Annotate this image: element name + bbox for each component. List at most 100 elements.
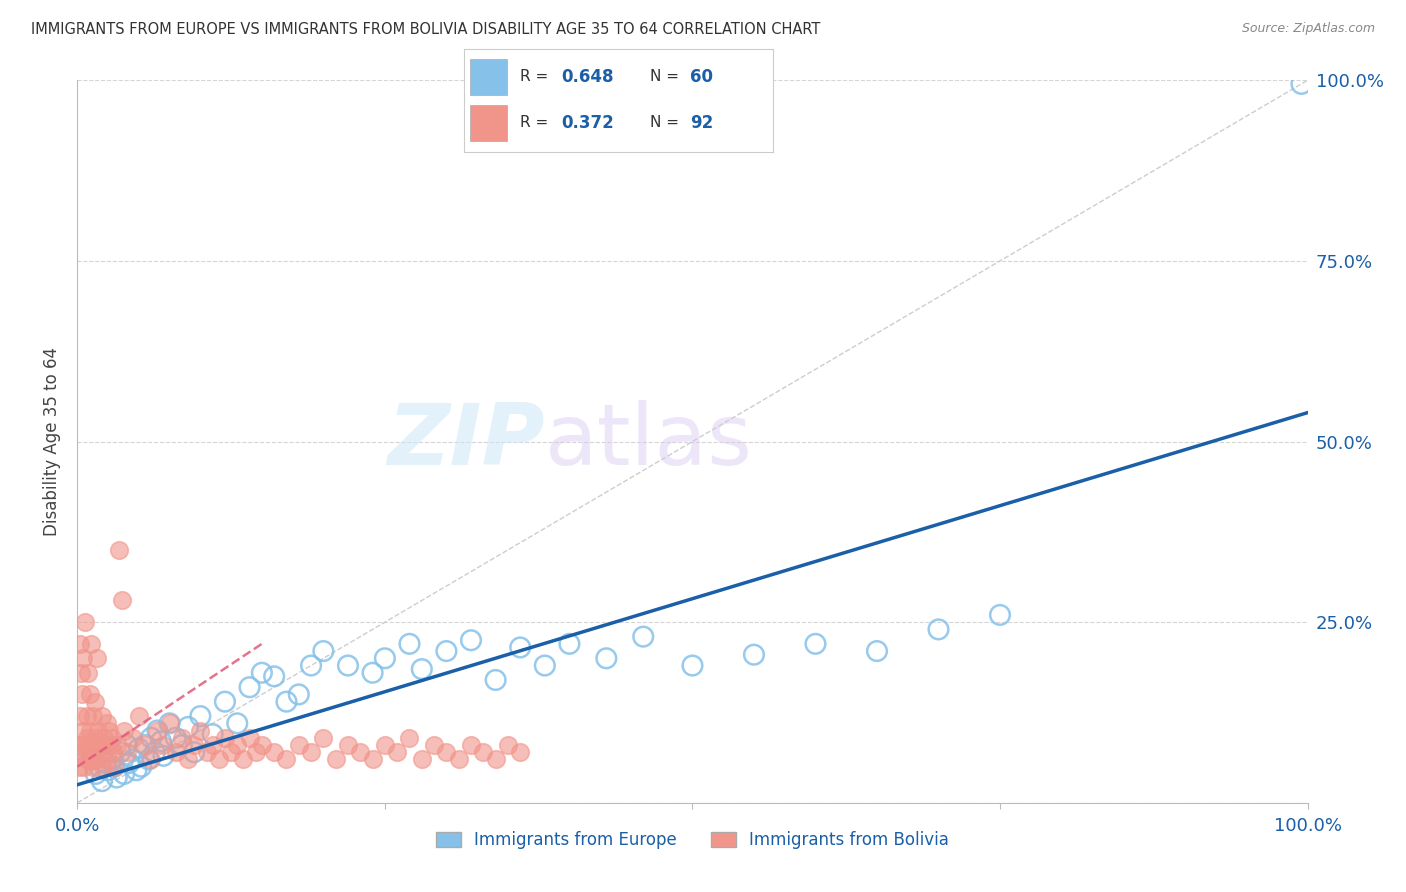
Point bbox=[485, 752, 508, 766]
Point bbox=[101, 745, 124, 759]
Point bbox=[337, 658, 360, 673]
Point bbox=[682, 658, 704, 673]
Point bbox=[250, 738, 273, 752]
Point bbox=[472, 745, 495, 759]
Point bbox=[67, 760, 90, 774]
Point bbox=[82, 760, 104, 774]
Point bbox=[398, 731, 420, 745]
Point bbox=[1291, 77, 1313, 91]
Text: ZIP: ZIP bbox=[387, 400, 546, 483]
Point bbox=[411, 752, 433, 766]
Point bbox=[188, 723, 212, 738]
Point bbox=[208, 752, 231, 766]
Point bbox=[201, 738, 224, 752]
Point bbox=[485, 673, 508, 687]
Point bbox=[112, 767, 135, 781]
Point bbox=[76, 731, 98, 745]
Point bbox=[89, 738, 111, 752]
Point bbox=[97, 764, 120, 778]
Point bbox=[128, 741, 150, 756]
Point bbox=[460, 633, 482, 648]
Point bbox=[152, 738, 174, 752]
Point bbox=[143, 745, 166, 759]
Point bbox=[141, 752, 163, 766]
Point bbox=[276, 752, 298, 766]
Point bbox=[183, 745, 205, 759]
Point bbox=[82, 738, 104, 752]
Point bbox=[80, 637, 103, 651]
Point bbox=[111, 593, 132, 607]
Point bbox=[103, 760, 125, 774]
Point bbox=[263, 669, 285, 683]
Point bbox=[75, 752, 97, 766]
Point bbox=[101, 752, 124, 766]
Point bbox=[496, 738, 519, 752]
Point bbox=[115, 745, 138, 759]
Point bbox=[159, 716, 181, 731]
Point bbox=[84, 752, 107, 766]
Point bbox=[226, 716, 249, 731]
Point bbox=[312, 731, 335, 745]
Point bbox=[436, 745, 458, 759]
Point bbox=[239, 731, 262, 745]
Point bbox=[72, 651, 94, 665]
Point bbox=[928, 623, 950, 637]
Point bbox=[165, 745, 187, 759]
Point bbox=[385, 745, 409, 759]
Point bbox=[141, 731, 163, 745]
Point bbox=[460, 738, 482, 752]
Point bbox=[75, 615, 97, 630]
Point bbox=[509, 640, 531, 655]
Point bbox=[96, 716, 118, 731]
Point bbox=[299, 745, 322, 759]
Point bbox=[447, 752, 470, 766]
Point bbox=[80, 752, 103, 766]
Point bbox=[89, 760, 111, 774]
Point bbox=[83, 731, 105, 745]
Point bbox=[77, 665, 100, 680]
Point bbox=[70, 687, 93, 701]
Point bbox=[361, 752, 384, 766]
Text: 92: 92 bbox=[690, 114, 713, 132]
Point bbox=[288, 687, 311, 701]
Point bbox=[90, 709, 114, 723]
Point bbox=[82, 752, 104, 766]
Point bbox=[183, 738, 205, 752]
Point bbox=[170, 738, 193, 752]
Point bbox=[138, 752, 160, 766]
Point bbox=[70, 745, 93, 759]
Point bbox=[150, 734, 173, 748]
Point bbox=[69, 709, 91, 723]
Point bbox=[159, 716, 181, 731]
Point bbox=[263, 745, 285, 759]
Point bbox=[534, 658, 557, 673]
Text: atlas: atlas bbox=[546, 400, 752, 483]
Point bbox=[804, 637, 827, 651]
Point bbox=[374, 738, 396, 752]
Point bbox=[170, 731, 193, 745]
Point bbox=[226, 738, 249, 752]
Point bbox=[94, 738, 117, 752]
Point bbox=[73, 760, 96, 774]
Point bbox=[125, 764, 148, 778]
Point bbox=[76, 709, 98, 723]
Text: Source: ZipAtlas.com: Source: ZipAtlas.com bbox=[1241, 22, 1375, 36]
Point bbox=[325, 752, 347, 766]
Point bbox=[134, 738, 156, 752]
Point bbox=[214, 695, 236, 709]
Point bbox=[177, 752, 200, 766]
Point bbox=[201, 727, 224, 741]
Point bbox=[245, 745, 267, 759]
Text: N =: N = bbox=[650, 115, 683, 130]
Point bbox=[177, 720, 200, 734]
Text: 0.648: 0.648 bbox=[561, 68, 614, 86]
Point bbox=[121, 752, 143, 766]
Point bbox=[195, 745, 218, 759]
Point bbox=[115, 738, 138, 752]
Point bbox=[105, 771, 128, 785]
Point bbox=[146, 723, 169, 738]
Point bbox=[509, 745, 531, 759]
Point bbox=[82, 709, 104, 723]
Point bbox=[67, 738, 90, 752]
Point bbox=[90, 774, 114, 789]
